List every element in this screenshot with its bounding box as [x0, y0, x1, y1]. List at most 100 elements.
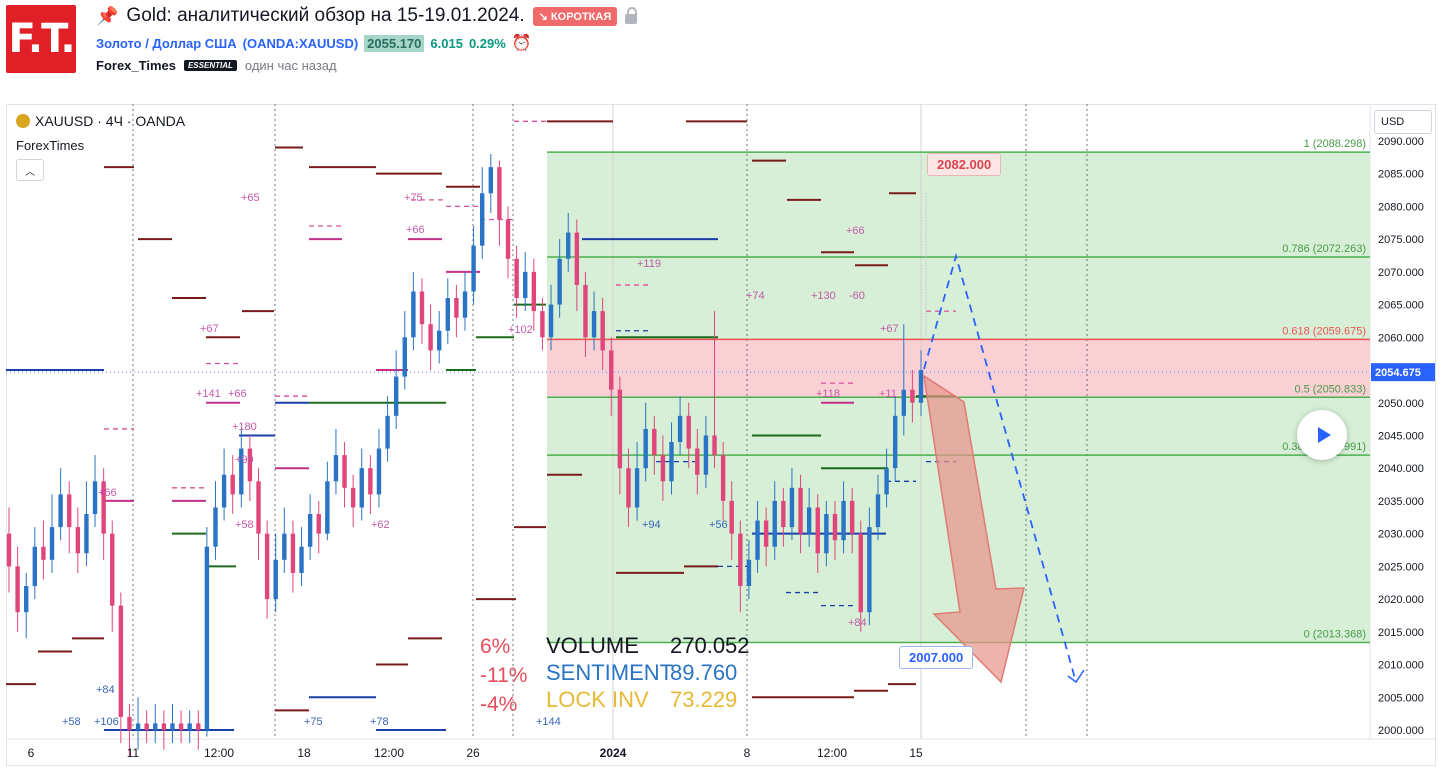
price-axis-tick: 2085.000 [1378, 169, 1424, 181]
annotation-label: +66 [406, 224, 425, 236]
annotation-label: +75 [404, 192, 423, 204]
bear-candle [531, 271, 537, 312]
bull-candle [24, 586, 29, 613]
annotation-label: +118 [816, 388, 840, 400]
time-axis-tick: 12:00 [374, 746, 404, 760]
alarm-clock-icon[interactable]: ⏰ [511, 35, 532, 52]
publish-time: один час назад [244, 58, 337, 73]
price-axis-tick: 2070.000 [1378, 267, 1424, 279]
fib-level-label: 0 (2013.368) [1304, 629, 1366, 641]
bull-candle [411, 291, 416, 338]
currency-button[interactable]: USD [1374, 110, 1432, 134]
bear-candle [230, 474, 235, 495]
bull-candle [49, 527, 55, 560]
idea-title-row: 📌 Gold: аналитический обзор на 15-19.01.… [96, 4, 638, 28]
bull-candle [385, 415, 390, 449]
bull-candle [153, 723, 158, 730]
bear-candle [144, 723, 149, 730]
bear-candle [110, 533, 115, 606]
bull-candle [213, 507, 218, 547]
price-axis-tick: 2015.000 [1378, 627, 1424, 639]
percent-label: -4% [480, 693, 518, 716]
bear-candle [763, 520, 769, 547]
time-axis-tick: 11 [127, 746, 140, 760]
bull-candle [901, 389, 906, 416]
bull-candle [755, 520, 760, 560]
bull-candle [445, 298, 450, 331]
time-axis-tick: 12:00 [817, 746, 847, 760]
annotation-label: +66 [98, 487, 117, 499]
percent-label: -11% [480, 664, 528, 687]
bull-candle [867, 527, 872, 613]
last-price-tag [1371, 363, 1435, 382]
bull-candle [307, 514, 313, 547]
bull-candle [634, 468, 640, 508]
bull-candle [841, 500, 846, 541]
gold-icon [16, 114, 30, 128]
bear-candle [161, 723, 167, 730]
bull-candle [566, 232, 571, 259]
bear-candle [67, 494, 72, 528]
indicator-label: ForexTimes [16, 138, 85, 153]
fib-level-label: 0.618 (2059.675) [1282, 325, 1366, 337]
annotation-label: +58 [235, 519, 254, 531]
symbol-code-link[interactable]: (OANDA:XAUUSD) [242, 35, 359, 51]
lockinv-label: LOCK INV [546, 687, 649, 712]
bull-candle [918, 370, 924, 403]
fib-level-label: 0.5 (2050.833) [1294, 383, 1366, 395]
target-low-callout: 2007.000 [899, 646, 974, 669]
price-axis-tick: 2080.000 [1378, 201, 1424, 213]
price-axis-tick: 2065.000 [1378, 300, 1424, 312]
collapse-indicators-button[interactable]: ︿ [16, 159, 44, 181]
annotation-label: +180 [232, 421, 257, 433]
resistance-zone [547, 339, 1370, 398]
annotation-label: +106 [94, 716, 119, 728]
bull-candle [273, 559, 278, 600]
annotation-label: +84 [96, 684, 115, 696]
price-axis-tick: 2000.000 [1378, 725, 1424, 737]
bear-candle [428, 324, 433, 351]
annotation-label: +67 [880, 323, 899, 335]
annotation-label: +84 [848, 617, 867, 629]
bull-candle [591, 311, 597, 338]
time-axis-tick: 12:00 [204, 746, 234, 760]
bear-candle [910, 389, 915, 403]
bear-candle [419, 291, 425, 325]
bear-candle [720, 455, 726, 501]
channel-logo[interactable]: F.T. [6, 5, 76, 73]
bull-candle [548, 304, 554, 338]
sentiment-value: 89.760 [670, 660, 738, 685]
chart-symbol-label[interactable]: XAUUSD · 4Ч · OANDA [16, 113, 185, 129]
annotation-label: -60 [849, 290, 865, 302]
bull-candle [875, 494, 881, 528]
bear-candle [264, 533, 270, 600]
price-chart[interactable]: 1 (2088.298) 0.786 (2072.263) 0.618 (2059.… [6, 104, 1436, 766]
bear-candle [712, 435, 717, 456]
annotation-label: +75 [304, 716, 323, 728]
play-button[interactable] [1297, 410, 1347, 460]
author-name[interactable]: Forex_Times [96, 58, 176, 73]
bull-candle [58, 494, 63, 528]
price-axis-tick: 2020.000 [1378, 594, 1424, 606]
plan-badge: ESSENTIAL [183, 60, 237, 71]
bull-candle [824, 514, 829, 554]
bull-candle [488, 167, 494, 194]
annotation-label: +11 [879, 388, 897, 400]
bull-candle [789, 487, 795, 528]
sentiment-label: SENTIMENT [546, 660, 674, 685]
price-axis-tick: 2045.000 [1378, 430, 1424, 442]
time-axis-tick: 6 [28, 746, 35, 760]
bear-candle [41, 546, 46, 560]
bear-candle [15, 566, 20, 613]
projection-arrowhead [1067, 669, 1085, 684]
annotation-label: +74 [746, 290, 765, 302]
downtrend-arrow [923, 374, 1025, 684]
bull-candle [376, 448, 382, 495]
symbol-name-link[interactable]: Золото / Доллар США [96, 35, 237, 51]
annotation-label: +58 [62, 716, 81, 728]
time-axis-tick: 18 [297, 746, 311, 760]
price-axis-tick: 2050.000 [1378, 398, 1424, 410]
bull-candle [746, 559, 752, 587]
price-change: 6.015 [430, 35, 463, 51]
idea-title: Gold: аналитический обзор на 15-19.01.20… [126, 5, 525, 26]
